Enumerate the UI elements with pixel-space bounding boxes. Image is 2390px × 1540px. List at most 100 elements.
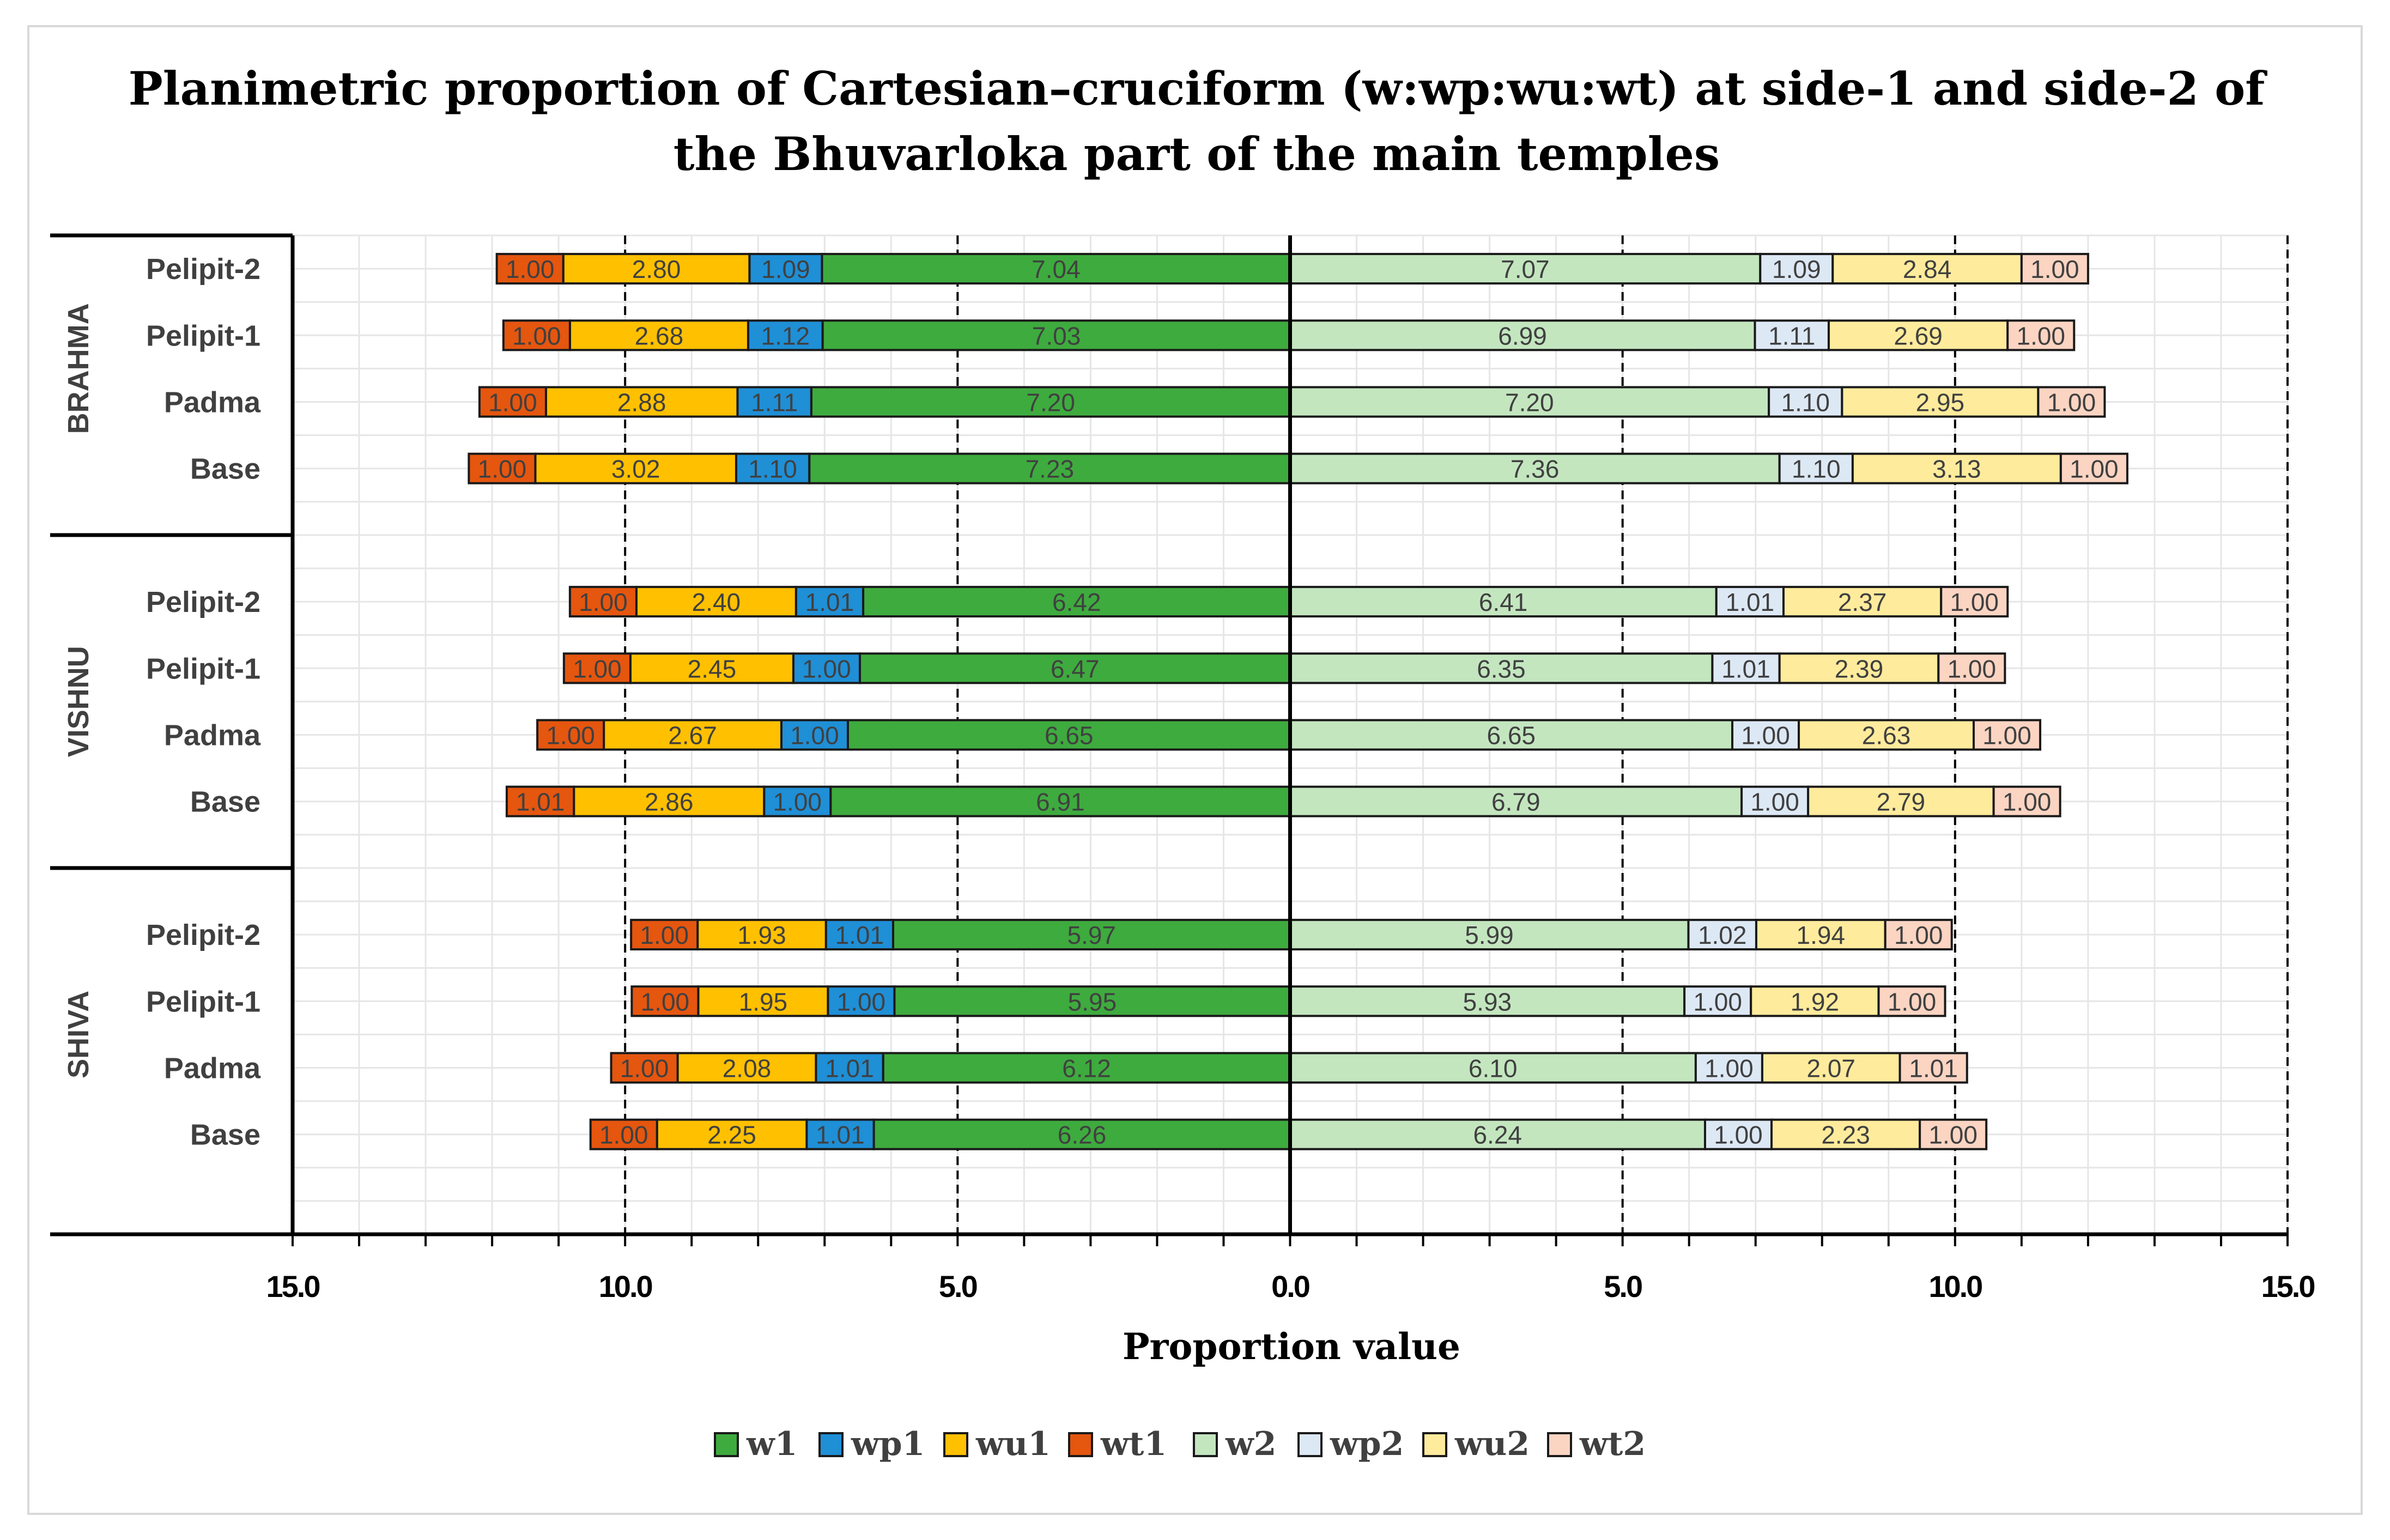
data-label-wt2: 1.00 [2047, 389, 2096, 417]
bar-w2 [1289, 652, 1714, 684]
bar-wu1 [603, 719, 782, 751]
legend-swatch-wp2 [1297, 1432, 1323, 1457]
data-label-wu2: 2.39 [1835, 654, 1884, 683]
bar-wu1 [697, 985, 829, 1017]
data-label-w2: 5.99 [1465, 921, 1514, 949]
data-label-wt1: 1.00 [620, 1054, 669, 1083]
bar-wt1 [478, 386, 547, 418]
data-label-w1: 6.26 [1058, 1121, 1107, 1149]
data-label-wt2: 1.00 [2070, 455, 2119, 483]
data-label-w1: 7.20 [1026, 389, 1075, 417]
data-label-wu2: 2.95 [1916, 389, 1965, 417]
data-label-wu1: 2.40 [692, 588, 741, 616]
bar-wp2 [1731, 719, 1800, 751]
bar-wt2 [2037, 386, 2106, 418]
data-label-wu2: 2.37 [1838, 588, 1887, 616]
data-label-wt1: 1.00 [579, 588, 628, 616]
bar-wu1 [676, 1052, 817, 1084]
data-label-w2: 7.07 [1501, 255, 1550, 283]
data-label-wu1: 2.80 [632, 255, 681, 283]
bar-wu2 [1778, 652, 1940, 684]
legend-swatch-wt2 [1547, 1432, 1572, 1457]
bar-wp2 [1715, 586, 1785, 618]
bar-wt1 [468, 452, 537, 484]
data-label-w2: 6.24 [1473, 1121, 1522, 1149]
legend-swatch-wp1 [818, 1432, 844, 1457]
bar-wp1 [792, 652, 861, 684]
data-label-wt2: 1.01 [1909, 1054, 1958, 1083]
legend-swatch-w2 [1193, 1432, 1218, 1457]
bar-wt2 [1940, 586, 2009, 618]
category-label: Pelipit-2 [146, 586, 260, 619]
data-label-wu2: 2.79 [1877, 788, 1926, 816]
chart-title-line-2: the Bhuvarloka part of the main temples [674, 127, 1720, 181]
data-label-wt1: 1.00 [506, 255, 555, 283]
data-label-wt1: 1.00 [488, 389, 537, 417]
data-label-wt1: 1.00 [573, 654, 622, 683]
bar-wt1 [495, 253, 565, 285]
data-label-w2: 6.10 [1469, 1054, 1518, 1083]
data-label-wp1: 1.01 [805, 588, 854, 616]
data-label-wu1: 2.86 [645, 788, 694, 816]
legend-swatch-wu2 [1422, 1432, 1447, 1457]
bar-wp2 [1711, 652, 1781, 684]
bar-wp2 [1694, 1052, 1763, 1084]
data-label-w2: 6.35 [1477, 654, 1526, 683]
category-label: Pelipit-1 [146, 319, 260, 352]
bar-wu2 [1782, 586, 1943, 618]
category-label: Base [190, 1119, 260, 1151]
bar-wt1 [589, 1118, 658, 1150]
legend-label-w2: w2 [1225, 1425, 1276, 1463]
bar-wu2 [1798, 719, 1975, 751]
plot-labels: 7.04 1.09 2.80 1.00 7.07 1.09 2.84 1.00 Pelipit-… [62, 253, 2316, 1303]
data-label-wp1: 1.00 [837, 987, 886, 1016]
data-label-w1: 7.03 [1032, 322, 1081, 350]
data-label-wt2: 1.00 [1948, 654, 1997, 683]
x-tick-label: 10.0 [1928, 1269, 1982, 1303]
bar-wt2 [2020, 253, 2089, 285]
bar-wt2 [1937, 652, 2006, 684]
data-label-wp1: 1.09 [761, 255, 810, 283]
data-label-wu2: 2.63 [1862, 722, 1911, 750]
data-label-w2: 7.20 [1505, 389, 1554, 417]
bar-wt1 [568, 586, 638, 618]
bar-wu2 [1807, 785, 1995, 817]
data-label-w2: 6.41 [1479, 588, 1528, 616]
bar-w1 [858, 652, 1291, 684]
data-label-wp1: 1.10 [748, 455, 797, 483]
category-label: Padma [164, 719, 261, 752]
category-label: Padma [164, 386, 261, 419]
bar-wp2 [1683, 985, 1752, 1017]
data-label-wt2: 1.00 [1894, 921, 1943, 949]
bar-wp2 [1768, 386, 1843, 418]
bar-wp1 [748, 253, 823, 285]
category-label: Pelipit-2 [146, 253, 260, 286]
chart-title-line-1: Planimetric proportion of Cartesian–cruc… [129, 62, 2268, 116]
bar-wu2 [1851, 452, 2062, 484]
data-label-w2: 5.93 [1463, 987, 1512, 1016]
data-label-wp1: 1.01 [816, 1121, 865, 1149]
data-label-wp1: 1.00 [790, 722, 839, 750]
bar-wu2 [1841, 386, 2040, 418]
group-label: SHIVA [62, 991, 95, 1078]
data-label-wt1: 1.00 [546, 722, 595, 750]
legend-label-wt2: wt2 [1579, 1425, 1646, 1463]
bar-wt1 [502, 319, 571, 351]
data-label-wt2: 1.00 [1888, 987, 1937, 1016]
x-axis-label: Proportion value [1123, 1325, 1460, 1368]
data-label-wu2: 1.94 [1797, 921, 1846, 949]
x-tick-label: 0.0 [1271, 1269, 1309, 1303]
data-label-wp2: 1.11 [1768, 322, 1815, 350]
data-label-wu1: 2.67 [668, 722, 717, 750]
data-label-wt1: 1.00 [641, 987, 690, 1016]
bar-wt2 [1992, 785, 2061, 817]
data-label-wp2: 1.10 [1781, 389, 1830, 417]
data-label-wp2: 1.00 [1741, 722, 1790, 750]
category-label: Base [190, 453, 260, 486]
bar-wt2 [2059, 452, 2128, 484]
bar-wp1 [747, 319, 824, 351]
category-label: Pelipit-1 [146, 652, 260, 685]
data-label-wp2: 1.09 [1772, 255, 1821, 283]
legend-label-wt1: wt1 [1100, 1425, 1167, 1463]
bar-wu1 [562, 253, 751, 285]
